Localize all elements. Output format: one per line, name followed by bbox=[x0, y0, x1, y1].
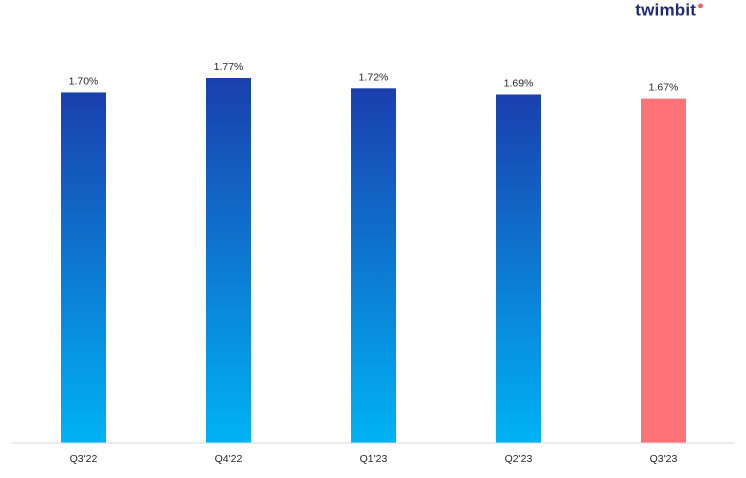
x-tick-label: Q4'22 bbox=[215, 453, 243, 465]
data-label: 1.70% bbox=[69, 75, 99, 87]
data-label: 1.67% bbox=[649, 82, 679, 94]
bar-q4-22 bbox=[206, 78, 251, 443]
x-tick-label: Q1'23 bbox=[360, 453, 388, 465]
bar-q1-23 bbox=[351, 88, 396, 444]
bar-q3-22 bbox=[61, 92, 106, 443]
data-label: 1.72% bbox=[359, 71, 389, 83]
twimbit-logo: twimbit● bbox=[635, 0, 704, 21]
x-tick-label: Q3'22 bbox=[70, 453, 98, 465]
logo-dot-icon: ● bbox=[697, 0, 704, 12]
bar-q3-23 bbox=[641, 98, 686, 444]
data-label: 1.69% bbox=[504, 77, 534, 89]
logo-text: twimbit bbox=[635, 0, 697, 20]
bar-q2-23 bbox=[496, 94, 541, 443]
x-tick-label: Q3'23 bbox=[650, 453, 678, 465]
x-tick-label: Q2'23 bbox=[505, 453, 533, 465]
data-label: 1.77% bbox=[214, 61, 244, 73]
